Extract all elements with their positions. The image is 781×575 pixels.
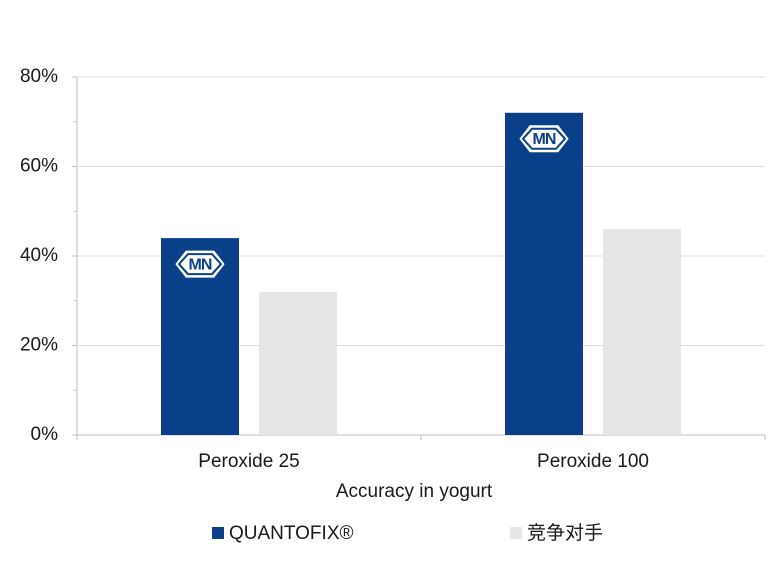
y-tick-label: 40% bbox=[20, 245, 58, 266]
y-tick-label: 80% bbox=[20, 66, 58, 87]
logo-inner bbox=[177, 253, 223, 276]
x-tick-label: Peroxide 100 bbox=[537, 451, 649, 472]
y-tick-label: 20% bbox=[20, 335, 58, 356]
logo-text: MN bbox=[189, 256, 212, 273]
x-axis-title: Accuracy in yogurt bbox=[336, 481, 493, 502]
x-tick-label: Peroxide 25 bbox=[198, 451, 299, 472]
bar bbox=[259, 291, 337, 435]
legend-swatch bbox=[510, 527, 522, 539]
logo: MN bbox=[519, 125, 569, 153]
legend-label: 竞争对手 bbox=[527, 522, 603, 544]
legend-swatch bbox=[212, 527, 224, 539]
logo-text: MN bbox=[533, 131, 556, 148]
logo-inner bbox=[521, 127, 567, 150]
bar bbox=[603, 229, 681, 435]
y-tick-label: 60% bbox=[20, 156, 58, 177]
bar bbox=[505, 112, 583, 436]
legend-label: QUANTOFIX® bbox=[229, 523, 354, 544]
y-tick-label: 0% bbox=[31, 424, 59, 445]
logo: MN bbox=[175, 250, 225, 278]
